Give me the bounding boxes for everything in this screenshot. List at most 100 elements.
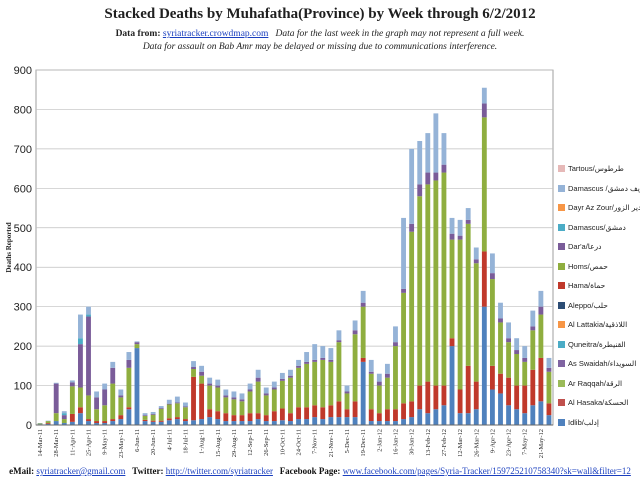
bar-segment [191, 376, 196, 421]
bar-segment [433, 180, 439, 386]
bar-segment [288, 377, 293, 414]
footer-contact: eMail: syriatracker@gmail.com Twitter: h… [0, 466, 640, 476]
bar-segment [465, 413, 471, 425]
bar-segment [69, 421, 75, 425]
bar-segment [336, 340, 342, 343]
bar-segment [368, 359, 374, 372]
email-link[interactable]: syriatracker@gmail.com [36, 466, 126, 476]
bar-segment [255, 369, 261, 378]
x-tick-label: 2-Jan-12 [376, 429, 383, 452]
bar-segment [376, 385, 382, 414]
bar-segment [328, 359, 334, 362]
bar-segment [498, 322, 503, 374]
facebook-label: Facebook Page: [279, 466, 341, 476]
bar-segment [489, 279, 495, 366]
bar-segment [102, 405, 108, 422]
bar-segment [126, 409, 132, 425]
legend-swatch [558, 262, 565, 270]
bar-segment [352, 417, 358, 425]
bar-segment [231, 399, 237, 416]
bar-segment [344, 409, 350, 418]
bar-segment [142, 419, 148, 422]
data-source-link[interactable]: syriatracker.crowdmap.com [162, 29, 269, 39]
bar-segment [94, 421, 100, 424]
bar-segment [441, 172, 447, 386]
bar-segment [150, 420, 156, 422]
bar-segment [191, 368, 196, 377]
bar-segment [199, 371, 205, 376]
bar-segment [506, 377, 511, 406]
bar-segment [126, 367, 132, 408]
note-partial-week: Data for the last week in the graph may … [275, 29, 525, 39]
bar-segment [78, 338, 83, 345]
bar-segment [344, 385, 350, 392]
note-bab-amr: Data for assault on Bab Amr may be delay… [142, 42, 498, 52]
bar-segment [263, 415, 269, 422]
bar-segment [530, 405, 536, 425]
bar-segment [401, 217, 406, 289]
x-tick-label: 21-Nov-11 [328, 429, 335, 457]
bar-segment [150, 414, 156, 421]
email-label: eMail: [9, 466, 35, 476]
data-from-label: Data from: [115, 29, 161, 39]
legend-item: Damascus/دمشق [558, 222, 640, 242]
bar-segment [514, 354, 520, 386]
bar-segment [441, 133, 447, 165]
x-tick-label: 27-Feb-12 [441, 429, 448, 456]
bar-segment [174, 403, 180, 418]
legend-item: Dayr Az Zour/دير الزور [558, 202, 640, 222]
bar-segment [166, 418, 172, 421]
bar-segment [247, 413, 253, 422]
bar-segment [457, 239, 463, 390]
bar-segment [473, 247, 479, 260]
bar-segment [514, 385, 520, 410]
bar-segment [110, 367, 116, 384]
bar-segment [215, 387, 221, 412]
bar-segment [174, 396, 180, 403]
bar-segment [271, 381, 277, 388]
bar-segment [360, 302, 366, 307]
bar-segment [263, 387, 269, 394]
bar-segment [425, 172, 431, 185]
x-tick-label: 11-Apr-11 [69, 429, 76, 456]
bar-segment [158, 408, 164, 421]
bar-segment [344, 393, 350, 410]
y-tick-label: 0 [26, 420, 32, 432]
bar-segment [328, 417, 334, 425]
bar-segment [126, 359, 132, 368]
x-tick-label: 28-Mar-11 [53, 429, 60, 457]
x-tick-label: 6-Jun-11 [134, 429, 141, 452]
bar-segment [360, 357, 366, 362]
legend-label: Damascus /ريف دمشق [568, 183, 640, 193]
legend-item: Ar Raqqah/الرقة [558, 378, 640, 398]
facebook-link[interactable]: www.facebook.com/pages/Syria-Tracker/159… [342, 466, 631, 476]
data-source-line: Data from: syriatracker.crowdmap.com Dat… [0, 29, 640, 39]
bar-segment [489, 365, 495, 390]
bar-segment [376, 413, 382, 422]
bar-segment [69, 380, 75, 383]
legend-label: As Swaidah/السويداء [568, 359, 637, 368]
legend-swatch [558, 321, 565, 328]
bar-segment [320, 407, 326, 420]
bar-segment [118, 397, 124, 416]
bar-segment [417, 184, 423, 197]
twitter-link[interactable]: http://twitter.com/syriatracker [165, 466, 273, 476]
x-tick-label: 25-Apr-11 [86, 429, 93, 456]
bar-segment [61, 419, 67, 424]
bar-segment [271, 421, 277, 425]
bar-segment [239, 415, 245, 422]
bar-segment [231, 397, 237, 400]
x-tick-label: 23-Apr-12 [506, 429, 513, 456]
chart-title: Stacked Deaths by Muhafatha(Province) by… [104, 6, 536, 22]
bar-segment [393, 346, 398, 410]
bar-segment [207, 377, 213, 384]
bar-segment [530, 330, 536, 370]
bar-segment [118, 419, 124, 425]
bar-segment [288, 413, 293, 422]
bar-segment [174, 417, 180, 420]
bar-segment [489, 273, 495, 280]
bar-segment [457, 389, 463, 414]
legend-swatch [558, 184, 565, 192]
bar-segment [279, 372, 285, 379]
bar-segment [522, 357, 528, 362]
